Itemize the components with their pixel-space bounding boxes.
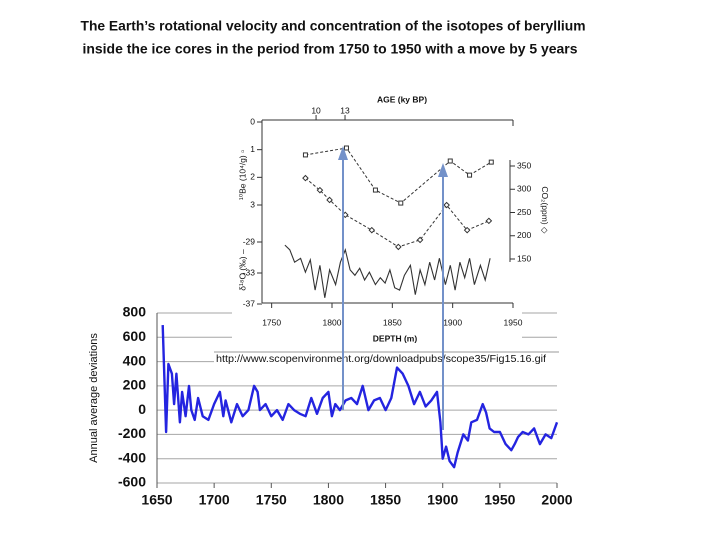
y-axis-label: Annual average deviations	[88, 333, 100, 463]
y2-tick-label: 300	[517, 184, 531, 194]
x-tick-label: 1700	[199, 492, 230, 508]
x-tick-label: 1850	[383, 317, 402, 327]
x-tick-label: 1750	[256, 492, 287, 508]
y-tick-label: -400	[118, 449, 146, 465]
marker	[326, 196, 333, 204]
x-tick-label: 1800	[313, 492, 344, 508]
marker	[368, 226, 376, 234]
x-axis-label: DEPTH (m)	[373, 333, 418, 343]
marker	[443, 201, 450, 209]
figure-background	[232, 82, 522, 344]
y2-tick-label: 350	[517, 160, 531, 170]
data-line	[161, 325, 559, 469]
x-tick-label: 2000	[541, 492, 572, 508]
y-tick-label: -33	[243, 267, 256, 277]
marker	[398, 200, 404, 206]
x-tick-label: 1900	[427, 492, 458, 508]
y-tick-label: -29	[243, 236, 256, 246]
y-tick-label: 1	[250, 144, 255, 154]
arrow-head	[438, 163, 448, 177]
series-line	[284, 244, 491, 298]
y-tick-label: -37	[243, 298, 256, 308]
title-line: inside the ice cores in the period from …	[83, 41, 578, 57]
y3-axis-label: δ¹⁸O (‰) –	[237, 249, 247, 291]
y-tick-label: 200	[123, 377, 147, 393]
y-axis-label: ¹⁰Be (10⁴/g) ▫	[237, 150, 247, 200]
marker	[372, 187, 378, 193]
y-tick-label: 0	[250, 116, 255, 126]
x-tick-label: 1950	[484, 492, 515, 508]
marker	[302, 174, 309, 182]
marker	[447, 158, 453, 164]
y-tick-label: 2	[250, 172, 255, 182]
marker	[302, 152, 308, 158]
title-line: The Earth’s rotational velocity and conc…	[81, 18, 586, 34]
y2-axis-label: CO₂(ppm) ◇	[540, 186, 550, 234]
y-tick-label: 400	[123, 352, 147, 368]
x-tick-label: 1850	[370, 492, 401, 508]
x-tick-label: 1650	[141, 492, 172, 508]
marker	[316, 186, 324, 194]
marker	[463, 226, 471, 234]
y-tick-label: 600	[123, 328, 147, 344]
source-url: http://www.scopenvironment.org/downloadp…	[216, 353, 546, 365]
y-tick-label: -600	[118, 474, 146, 490]
x-tick-label: 1900	[443, 317, 462, 327]
marker	[467, 172, 473, 178]
x-tick-label: 1950	[504, 317, 523, 327]
y2-tick-label: 250	[517, 207, 531, 217]
marker	[416, 236, 424, 244]
y-tick-label: 800	[123, 304, 147, 320]
x2-tick-label: 10	[311, 105, 321, 115]
y-tick-label: 0	[138, 401, 146, 417]
x-tick-label: 1800	[323, 317, 342, 327]
x-tick-label: 1750	[262, 317, 281, 327]
marker	[343, 145, 349, 151]
marker	[395, 243, 402, 251]
marker	[488, 159, 494, 165]
x2-axis-label: AGE (ky BP)	[377, 94, 427, 104]
marker	[485, 217, 493, 225]
url-background	[214, 352, 559, 365]
x2-tick-label: 13	[340, 105, 350, 115]
series-line	[305, 177, 490, 248]
upper-chart: 0 1 2 3 -29 -33 -37 350 300 250 200 150 1750 1800 1850…	[237, 94, 550, 343]
arrows	[338, 146, 448, 430]
y-tick-label: -200	[118, 425, 146, 441]
arrow-head	[338, 146, 348, 160]
y-tick-label: 3	[250, 199, 255, 209]
y2-tick-label: 200	[517, 230, 531, 240]
y2-tick-label: 150	[517, 253, 531, 263]
